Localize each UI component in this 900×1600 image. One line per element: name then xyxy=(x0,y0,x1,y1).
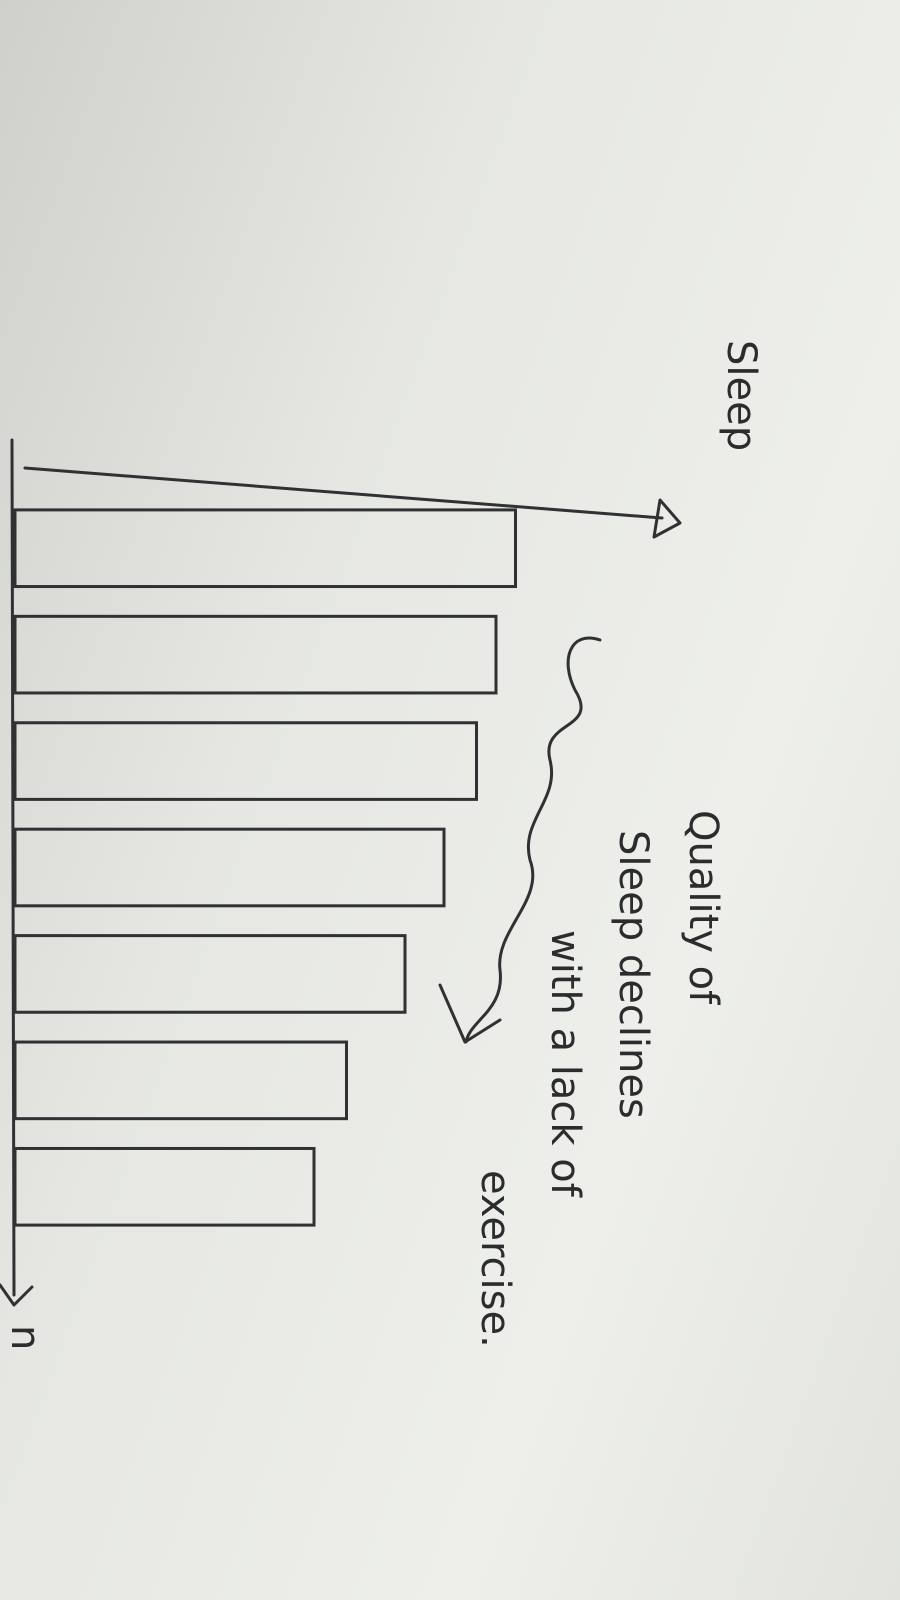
annotation: Quality of xyxy=(680,810,726,1005)
value-axis xyxy=(23,466,664,520)
annotation: exercise. xyxy=(472,1170,518,1348)
bar xyxy=(13,934,407,1014)
value-axis-label: Sleep xyxy=(718,340,764,451)
bar xyxy=(13,721,478,801)
wavy-arrow xyxy=(464,636,602,1044)
annotation: Sleep declines xyxy=(610,830,656,1119)
wavy-arrow-head xyxy=(438,983,502,1044)
bar xyxy=(13,508,517,589)
category-axis-label: n xyxy=(2,1325,48,1350)
category-axis-arrow xyxy=(0,1283,34,1307)
bar xyxy=(13,1146,316,1227)
value-axis-arrow xyxy=(652,498,682,539)
bar xyxy=(13,614,498,695)
annotation: with a lack of xyxy=(542,930,588,1198)
bar xyxy=(13,827,446,908)
bar xyxy=(13,1040,348,1121)
